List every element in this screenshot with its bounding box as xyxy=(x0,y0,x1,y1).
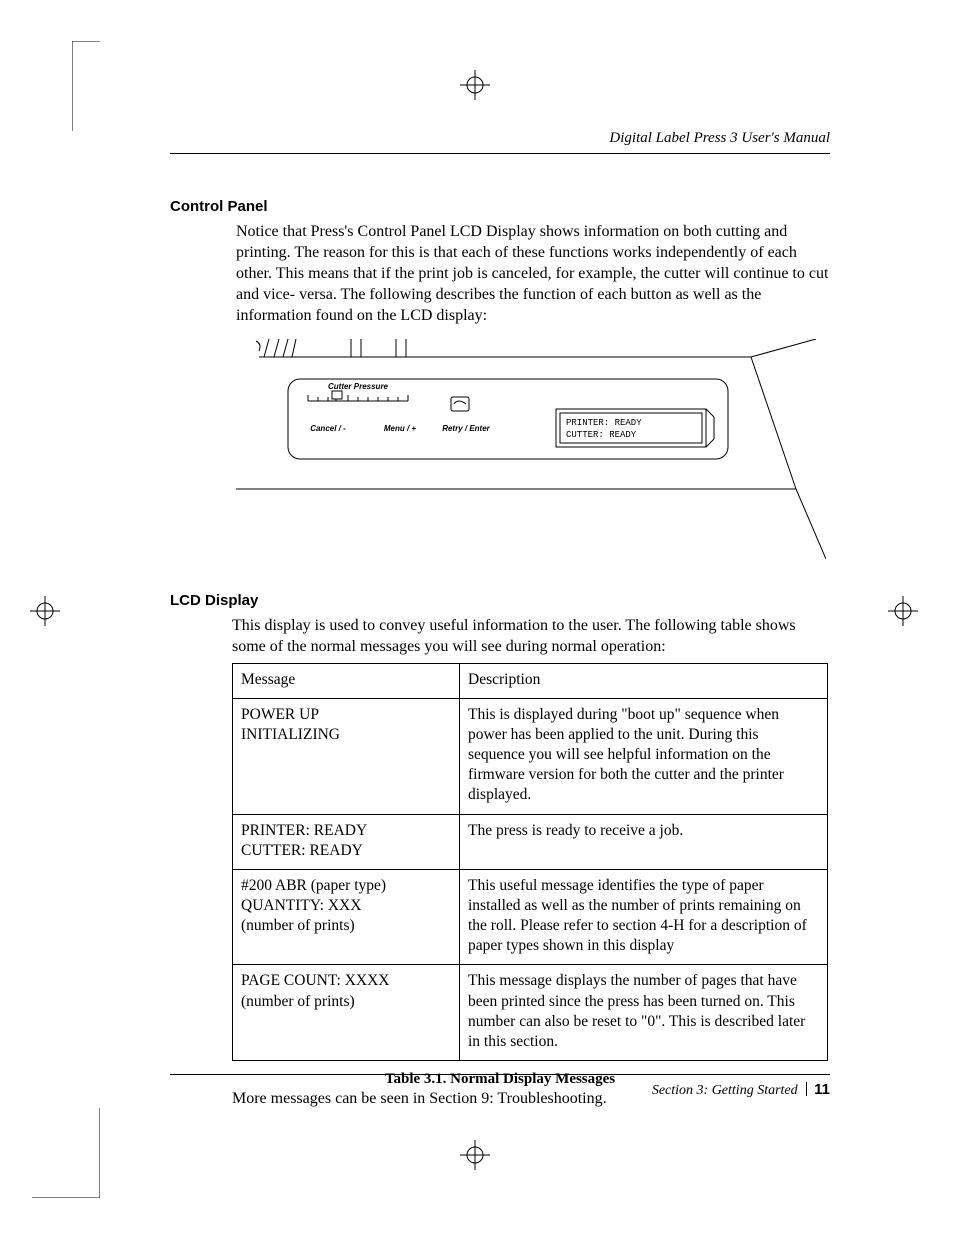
para-control-panel: Notice that Press's Control Panel LCD Di… xyxy=(236,221,830,327)
svg-text:Cancel / -: Cancel / - xyxy=(310,424,346,433)
control-panel-figure: Cutter Pressure Cancel / - Menu / + Retr… xyxy=(236,339,826,574)
svg-text:PRINTER: READY: PRINTER: READY xyxy=(566,418,642,428)
page-footer: Section 3: Getting Started 11 xyxy=(170,1074,830,1099)
header-rule xyxy=(170,153,830,154)
table-cell-message: POWER UPINITIALIZING xyxy=(233,698,460,814)
footer-page-number: 11 xyxy=(814,1081,830,1098)
svg-text:Retry / Enter: Retry / Enter xyxy=(442,424,490,433)
table-row: PAGE COUNT: XXXX(number of prints) This … xyxy=(233,965,828,1061)
svg-text:CUTTER: READY: CUTTER: READY xyxy=(566,430,637,440)
table-header-message: Message xyxy=(233,663,460,698)
table-cell-message: #200 ABR (paper type)QUANTITY: XXX(numbe… xyxy=(233,869,460,965)
table-cell-message: PAGE COUNT: XXXX(number of prints) xyxy=(233,965,460,1061)
svg-text:Menu / +: Menu / + xyxy=(384,424,417,433)
crop-mark-bottom-left xyxy=(32,1108,100,1198)
table-cell-description: This useful message identifies the type … xyxy=(460,869,828,965)
table-header-row: Message Description xyxy=(233,663,828,698)
running-head: Digital Label Press 3 User's Manual xyxy=(170,130,830,147)
table-cell-description: The press is ready to receive a job. xyxy=(460,814,828,869)
registration-mark-bottom xyxy=(460,1140,490,1170)
footer-rule xyxy=(170,1074,830,1075)
table-row: PRINTER: READYCUTTER: READY The press is… xyxy=(233,814,828,869)
table-row: POWER UPINITIALIZING This is displayed d… xyxy=(233,698,828,814)
table-header-description: Description xyxy=(460,663,828,698)
messages-table: Message Description POWER UPINITIALIZING… xyxy=(232,663,828,1061)
table-row: #200 ABR (paper type)QUANTITY: XXX(numbe… xyxy=(233,869,828,965)
table-cell-description: This is displayed during "boot up" seque… xyxy=(460,698,828,814)
registration-mark-right xyxy=(888,596,918,626)
footer-section: Section 3: Getting Started xyxy=(652,1083,798,1098)
heading-lcd-display: LCD Display xyxy=(170,592,830,609)
table-cell-message: PRINTER: READYCUTTER: READY xyxy=(233,814,460,869)
para-lcd-display: This display is used to convey useful in… xyxy=(232,615,830,657)
svg-text:Cutter Pressure: Cutter Pressure xyxy=(328,382,389,391)
table-cell-description: This message displays the number of page… xyxy=(460,965,828,1061)
crop-mark-top-left xyxy=(72,41,100,131)
registration-mark-top xyxy=(460,70,490,100)
registration-mark-left xyxy=(30,596,60,626)
footer-separator xyxy=(806,1082,807,1096)
heading-control-panel: Control Panel xyxy=(170,198,830,215)
